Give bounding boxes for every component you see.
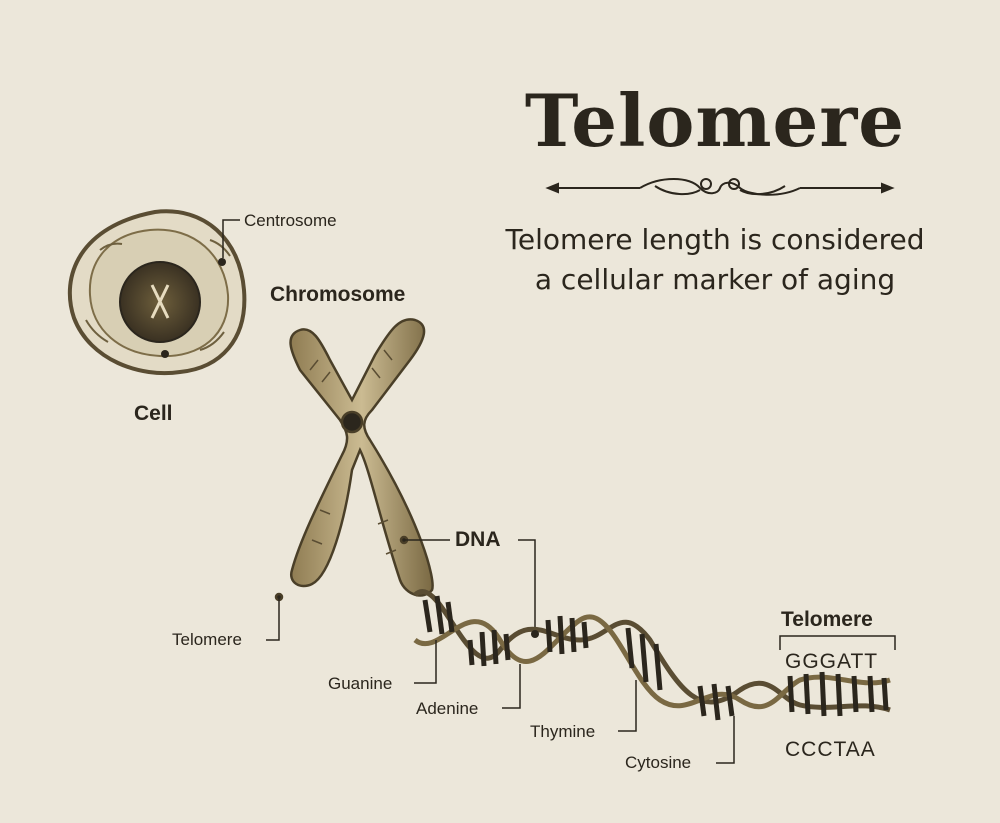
cytosine-leader — [716, 716, 735, 764]
subtitle: Telomere length is considered a cellular… — [455, 220, 975, 300]
telomere-bracket — [779, 635, 896, 650]
label-guanine: Guanine — [328, 674, 393, 693]
telomere-leader — [266, 597, 280, 641]
ornament-divider — [545, 178, 895, 196]
label-centrosome: Centrosome — [244, 211, 337, 230]
sequence-bottom: CCCTAA — [785, 738, 876, 761]
dna-leader-right — [518, 539, 536, 634]
cell-illustration — [67, 209, 247, 376]
label-thymine: Thymine — [530, 722, 596, 741]
label-cell: Cell — [134, 402, 173, 425]
centrosome-leader — [222, 219, 240, 258]
page-title: Telomere — [524, 78, 906, 163]
subtitle-line-1: Telomere length is considered — [505, 223, 925, 256]
adenine-leader — [502, 664, 521, 709]
guanine-leader — [414, 640, 437, 684]
label-telomere-chromosome: Telomere — [172, 630, 242, 649]
sequence-top: GGGATT — [785, 650, 879, 673]
thymine-leader — [618, 680, 637, 732]
label-chromosome: Chromosome — [270, 283, 406, 306]
label-adenine: Adenine — [416, 699, 479, 718]
label-dna: DNA — [455, 528, 501, 551]
subtitle-line-2: a cellular marker of aging — [534, 263, 896, 296]
label-cytosine: Cytosine — [625, 753, 692, 772]
dna-helix — [413, 589, 891, 721]
chromosome-illustration — [274, 318, 434, 602]
label-telomere-sequence: Telomere — [781, 608, 873, 631]
